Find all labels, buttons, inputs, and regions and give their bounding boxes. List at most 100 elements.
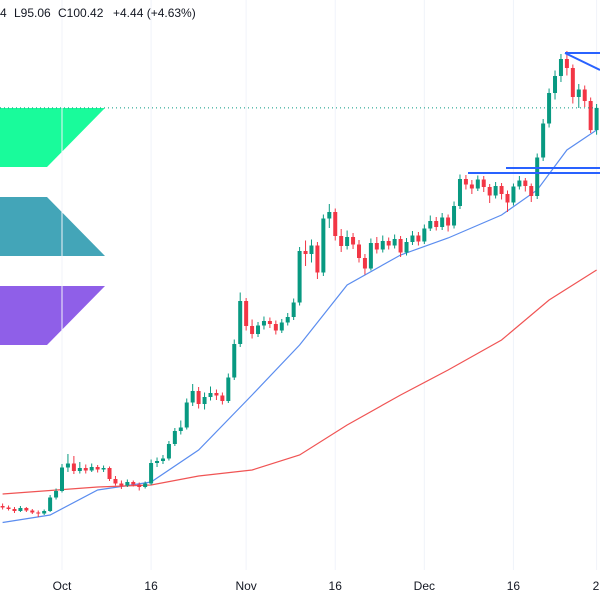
candle-body: [208, 393, 213, 397]
candle-body: [65, 463, 70, 468]
candle-body: [481, 179, 486, 187]
candle-body: [327, 212, 332, 219]
candle-body: [517, 180, 522, 187]
candle-body: [529, 186, 534, 196]
candle-body: [576, 89, 581, 97]
candle-body: [588, 101, 593, 131]
candle-body: [125, 482, 130, 486]
change-value: +4.44 (+4.63%): [113, 6, 196, 20]
candle-body: [250, 326, 255, 334]
candle-body: [12, 509, 17, 511]
candle-body: [89, 467, 94, 471]
candle-body: [18, 508, 23, 511]
candle-body: [564, 59, 569, 68]
candle-body: [594, 107, 599, 131]
candle-body: [351, 237, 356, 245]
candle-body: [256, 325, 261, 334]
time-axis: Oct 16 Nov 16 Dec 16 2: [53, 579, 600, 593]
candle-body: [339, 236, 344, 246]
candle-body: [149, 463, 154, 484]
candle-body: [261, 321, 266, 326]
candle-body: [487, 187, 492, 196]
candle-body: [469, 184, 474, 189]
candle-body: [166, 444, 171, 459]
candle-body: [558, 59, 563, 76]
candle-body: [297, 251, 302, 303]
candle-body: [493, 186, 498, 196]
candle-body: [511, 186, 516, 203]
x-tick-label: 2: [593, 579, 600, 593]
candle-body: [143, 483, 148, 487]
ohlc-header: 4 L95.06 C100.42 +4.44 (+4.63%): [0, 6, 196, 20]
candle-body: [392, 239, 397, 246]
candle-body: [374, 243, 379, 250]
candle-body: [6, 507, 11, 509]
candle-body: [380, 241, 385, 250]
candle-body: [582, 89, 587, 101]
candle-body: [505, 194, 510, 203]
candle-body: [357, 244, 361, 258]
candle-body: [410, 235, 415, 242]
candle-body: [232, 344, 237, 378]
candles: [0, 51, 600, 517]
candle-body: [303, 251, 308, 254]
candle-body: [172, 431, 177, 444]
x-tick-label: Nov: [235, 579, 256, 593]
candle-body: [321, 218, 326, 273]
candle-body: [244, 301, 249, 326]
candle-body: [77, 468, 82, 471]
candle-body: [54, 491, 59, 498]
candle-body: [42, 511, 47, 514]
candle-body: [404, 242, 409, 253]
candle-body: [83, 468, 88, 471]
solana-logo: [0, 108, 105, 345]
candle-body: [499, 186, 504, 194]
drawings: [468, 52, 600, 174]
candle-body: [202, 397, 207, 404]
candle-body: [190, 391, 195, 403]
x-tick-label: 16: [144, 579, 158, 593]
candle-body: [48, 497, 53, 511]
candle-body: [416, 235, 421, 242]
candle-body: [291, 302, 296, 317]
candle-body: [95, 467, 100, 470]
candle-body: [30, 510, 35, 513]
candle-body: [553, 76, 558, 93]
candle-body: [440, 217, 445, 227]
candle-body: [434, 221, 439, 227]
candle-body: [541, 123, 546, 158]
x-tick-label: Oct: [53, 579, 72, 593]
candle-body: [226, 377, 231, 401]
candle-body: [273, 324, 278, 331]
candle-body: [315, 245, 320, 273]
candle-body: [36, 512, 41, 514]
candle-body: [101, 468, 106, 470]
low-value: L95.06: [14, 6, 51, 20]
candle-body: [267, 321, 272, 324]
candle-body: [457, 179, 462, 206]
candle-body: [523, 180, 528, 186]
candle-body: [285, 317, 290, 323]
candle-body: [362, 258, 367, 269]
candle-body: [463, 179, 468, 185]
candle-body: [214, 393, 219, 396]
candle-body: [428, 221, 433, 229]
candle-body: [570, 68, 575, 97]
candle-body: [238, 301, 243, 344]
candle-body: [309, 245, 314, 254]
x-tick-label: 16: [507, 579, 521, 593]
candle-body: [368, 243, 373, 269]
grid: [61, 0, 598, 570]
candle-body: [386, 241, 391, 246]
candle-body: [446, 217, 451, 226]
x-tick-label: 16: [329, 579, 343, 593]
candle-body: [279, 322, 284, 331]
candle-body: [131, 482, 136, 485]
high-fragment: 4: [0, 6, 7, 20]
candle-body: [71, 463, 76, 471]
candle-body: [178, 427, 183, 431]
x-tick-label: Dec: [414, 579, 435, 593]
candle-body: [422, 228, 427, 242]
candle-body: [398, 239, 403, 253]
